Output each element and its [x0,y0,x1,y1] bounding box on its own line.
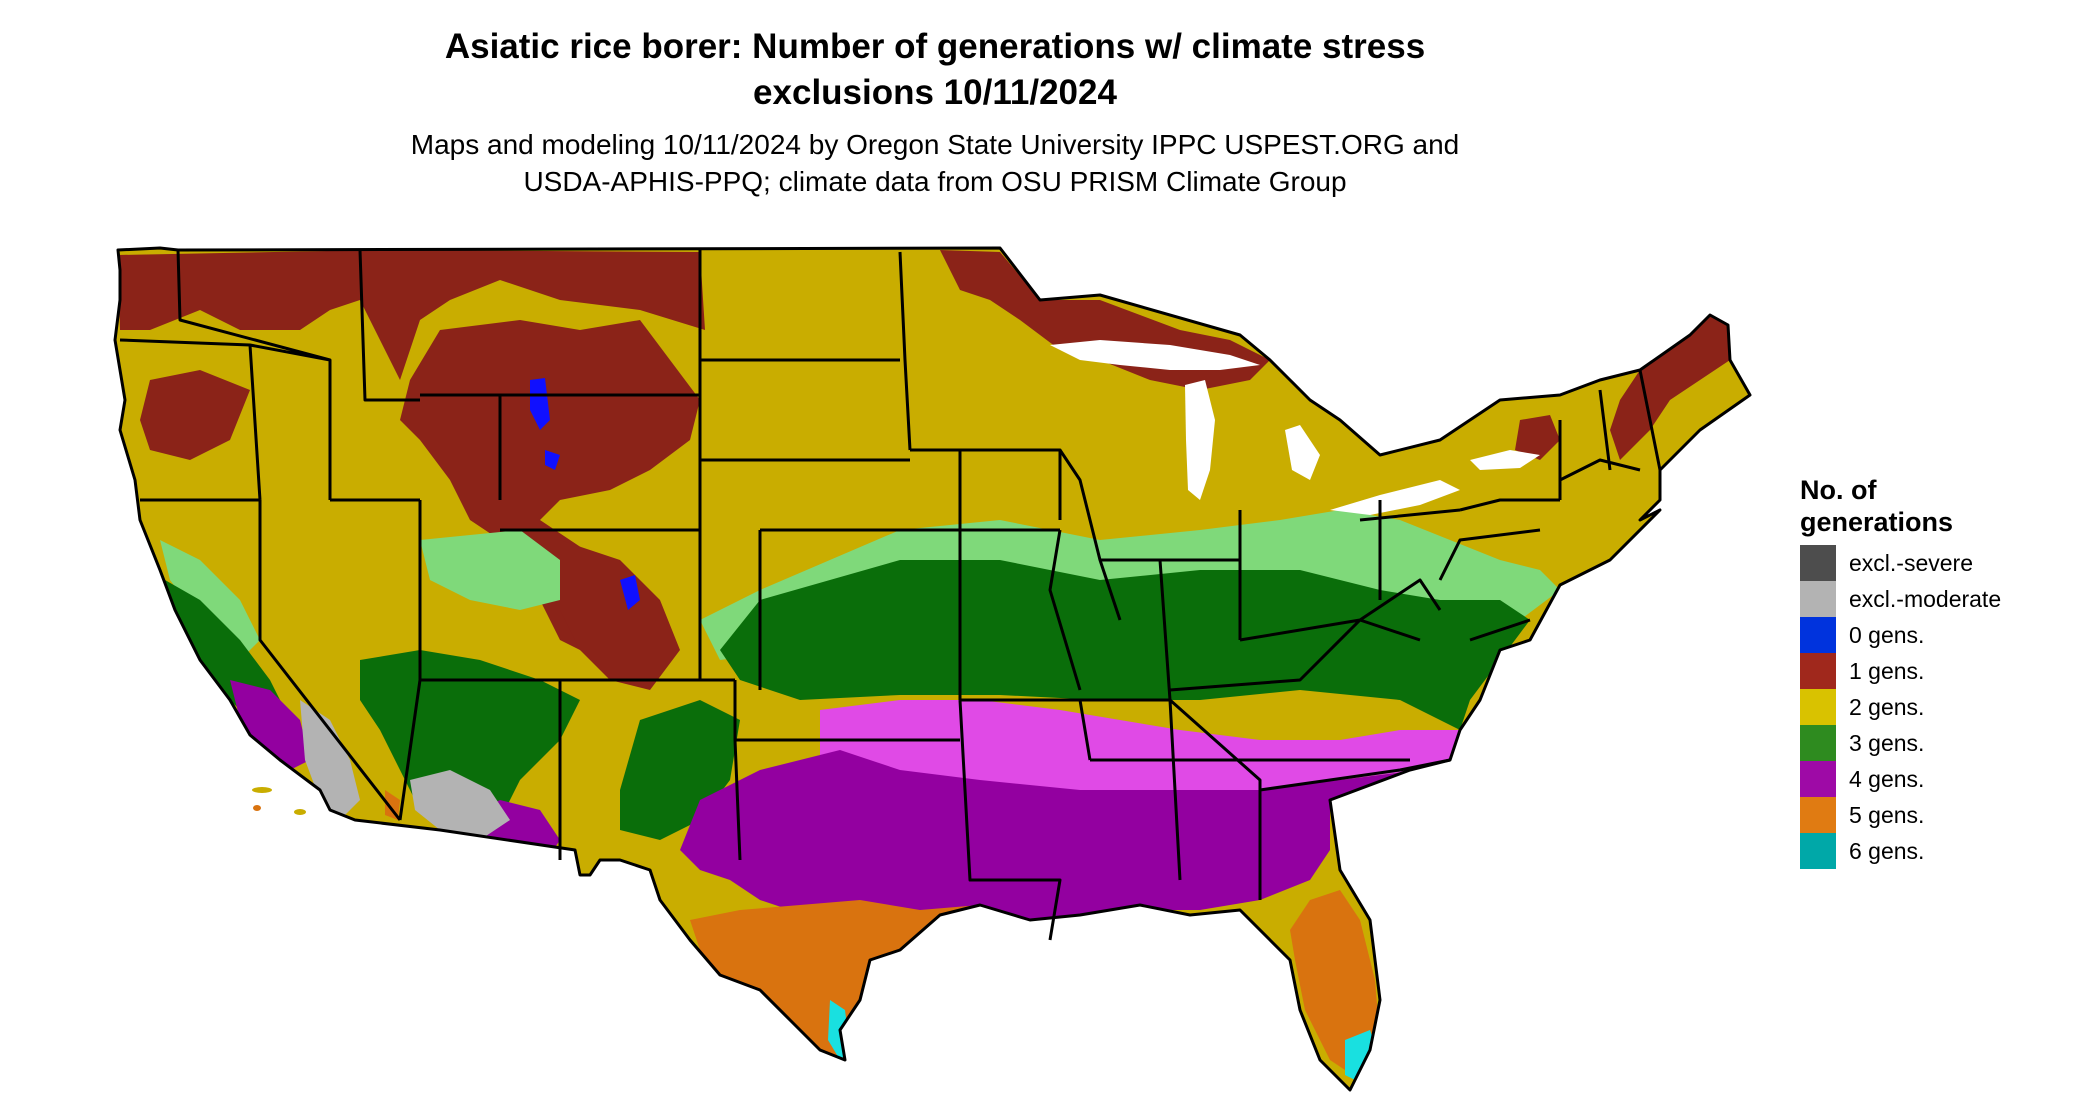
legend-swatch [1800,689,1836,725]
legend-label: 0 gens. [1849,622,1925,648]
zone-4-gens [680,750,1460,950]
zone-1-gens-adirondacks [1515,415,1560,460]
zone-0-gens-patches [530,378,640,610]
legend-swatch [1800,797,1836,833]
legend-label: 4 gens. [1849,766,1925,792]
zone-1-gens-new-england [1610,315,1730,460]
legend-swatch [1800,617,1836,653]
legend-label: excl.-severe [1849,550,1973,576]
zone-5-gens-florida [1290,890,1380,1080]
zone-6-gens-florida-tip [1345,1030,1380,1085]
legend-item-2-gens: 2 gens. [1800,689,2090,725]
legend-item-5-gens: 5 gens. [1800,797,2090,833]
state-borders [113,246,1752,1092]
legend-label: 6 gens. [1849,838,1925,864]
zone-3-gens-west [165,580,580,830]
zone-5-gens-lower-colorado [385,790,400,820]
map-title-line-1: Asiatic rice borer: Number of generation… [444,27,1426,66]
legend-title-line-1: No. of [1800,475,1877,505]
zone-5-gens-gulf [690,900,1140,1060]
zone-excl-moderate [300,700,510,840]
legend-swatch [1800,833,1836,869]
legend-label: 1 gens. [1849,658,1925,684]
generations-map [113,246,1752,1092]
legend-item-6-gens: 6 gens. [1800,833,2090,869]
zone-1-gens-colorado [560,540,680,690]
map-title-line-2: exclusions 10/11/2024 [753,73,1117,112]
zone-4-gens-light [820,700,1500,800]
zone-4-gens-california [230,680,310,770]
offshore-islands [252,787,306,815]
legend-swatch [1800,725,1836,761]
legend-label: 3 gens. [1849,730,1925,756]
legend-item-excl-severe: excl.-severe [1800,545,2090,581]
legend-item-excl-moderate: excl.-moderate [1800,581,2090,617]
legend-label: 5 gens. [1849,802,1925,828]
legend-item-1-gens: 1 gens. [1800,653,2090,689]
zone-1-gens-rockies [400,320,700,670]
legend-swatch [1800,581,1836,617]
legend-title-line-2: generations [1800,507,1954,537]
legend-item-0-gens: 0 gens. [1800,617,2090,653]
legend-swatch [1800,761,1836,797]
generation-zones [115,248,1750,1090]
zone-1-gens-cascades [140,370,250,460]
legend-label: excl.-moderate [1849,586,2002,612]
legend-swatch [1800,545,1836,581]
border-lines [119,249,1662,941]
legend-label: 2 gens. [1849,694,1925,720]
zone-1-gens-northwest [118,250,705,380]
zone-3-gens [720,560,1530,730]
map-subtitle-line-1: Maps and modeling 10/11/2024 by Oregon S… [410,129,1460,160]
great-lakes [1050,340,1540,515]
legend-item-4-gens: 4 gens. [1800,761,2090,797]
map-subtitle-line-2: USDA-APHIS-PPQ; climate data from OSU PR… [523,166,1347,197]
legend-swatch [1800,653,1836,689]
legend-item-3-gens: 3 gens. [1800,725,2090,761]
